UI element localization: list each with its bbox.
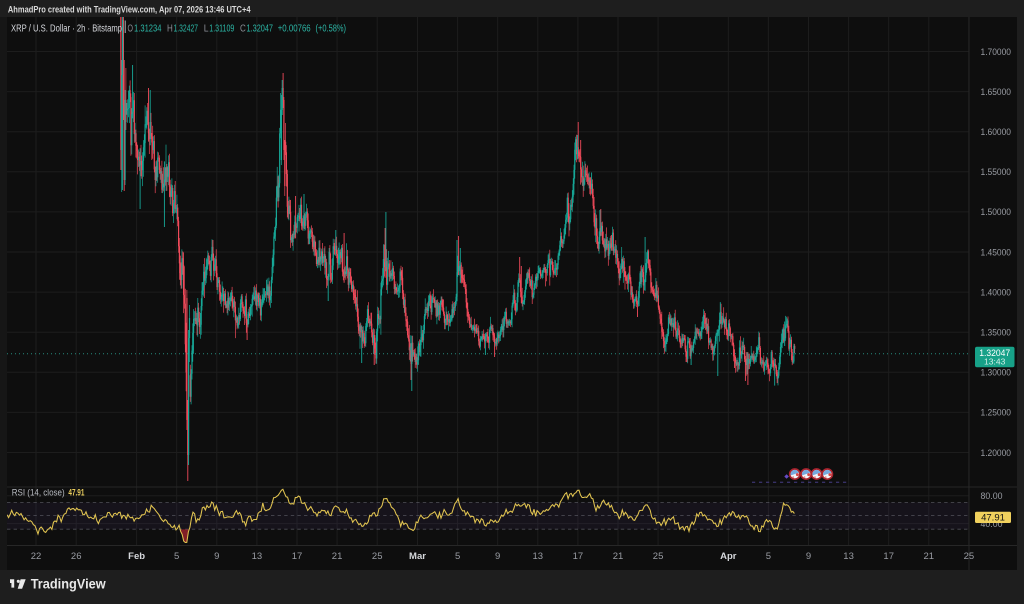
svg-text:21: 21 bbox=[613, 551, 624, 562]
svg-text:1.30000: 1.30000 bbox=[981, 368, 1012, 379]
svg-text:1.70000: 1.70000 bbox=[981, 47, 1012, 58]
svg-text:TradingView: TradingView bbox=[31, 577, 106, 592]
svg-text:Feb: Feb bbox=[128, 551, 145, 562]
svg-text:1.40000: 1.40000 bbox=[981, 287, 1012, 298]
svg-text:25: 25 bbox=[372, 551, 383, 562]
svg-text:1.31234: 1.31234 bbox=[134, 23, 162, 34]
svg-text:9: 9 bbox=[214, 551, 219, 562]
svg-text:RSI (14, close): RSI (14, close) bbox=[12, 487, 65, 497]
svg-text:13: 13 bbox=[252, 551, 263, 562]
svg-text:25: 25 bbox=[653, 551, 664, 562]
svg-text:1.45000: 1.45000 bbox=[981, 247, 1012, 258]
svg-text:13: 13 bbox=[843, 551, 854, 562]
svg-text:C: C bbox=[240, 23, 246, 34]
svg-text:1.35000: 1.35000 bbox=[981, 328, 1012, 339]
svg-text:47.91: 47.91 bbox=[68, 487, 84, 497]
svg-text:1.31109: 1.31109 bbox=[209, 23, 234, 34]
svg-text:9: 9 bbox=[495, 551, 500, 562]
svg-text:1.55000: 1.55000 bbox=[981, 167, 1012, 178]
svg-text:5: 5 bbox=[766, 551, 771, 562]
svg-text:17: 17 bbox=[573, 551, 584, 562]
svg-text:5: 5 bbox=[174, 551, 179, 562]
svg-text:+0.00766: +0.00766 bbox=[278, 23, 311, 34]
svg-text:Mar: Mar bbox=[409, 551, 426, 562]
svg-text:1.65000: 1.65000 bbox=[981, 87, 1012, 98]
svg-text:H: H bbox=[167, 23, 173, 34]
svg-text:5: 5 bbox=[455, 551, 460, 562]
svg-text:9: 9 bbox=[806, 551, 811, 562]
svg-text:L: L bbox=[204, 23, 209, 34]
svg-text:AhmadPro created with TradingV: AhmadPro created with TradingView.com, A… bbox=[8, 4, 251, 15]
svg-text:Apr: Apr bbox=[720, 551, 737, 562]
svg-text:1.50000: 1.50000 bbox=[981, 207, 1012, 218]
svg-text:40.00: 40.00 bbox=[981, 519, 1003, 530]
svg-text:80.00: 80.00 bbox=[981, 491, 1003, 502]
svg-text:26: 26 bbox=[71, 551, 82, 562]
svg-text:1.32047: 1.32047 bbox=[247, 23, 274, 34]
svg-text:25: 25 bbox=[964, 551, 975, 562]
svg-text:1.60000: 1.60000 bbox=[981, 127, 1012, 138]
svg-text:22: 22 bbox=[31, 551, 42, 562]
svg-text:(+0.58%): (+0.58%) bbox=[316, 23, 347, 34]
svg-text:13:43: 13:43 bbox=[984, 357, 1006, 367]
svg-text:17: 17 bbox=[292, 551, 303, 562]
svg-text:21: 21 bbox=[924, 551, 935, 562]
svg-text:1.32427: 1.32427 bbox=[174, 23, 199, 34]
svg-text:21: 21 bbox=[332, 551, 343, 562]
svg-text:47.91: 47.91 bbox=[981, 513, 1005, 524]
svg-text:17: 17 bbox=[883, 551, 894, 562]
svg-text:XRP / U.S. Dollar · 2h · Bitst: XRP / U.S. Dollar · 2h · Bitstamp bbox=[11, 23, 122, 34]
svg-text:1.20000: 1.20000 bbox=[981, 448, 1012, 459]
svg-text:1.32047: 1.32047 bbox=[979, 348, 1010, 359]
svg-text:1.25000: 1.25000 bbox=[981, 408, 1012, 419]
svg-text:13: 13 bbox=[533, 551, 544, 562]
svg-text:O: O bbox=[128, 23, 134, 34]
